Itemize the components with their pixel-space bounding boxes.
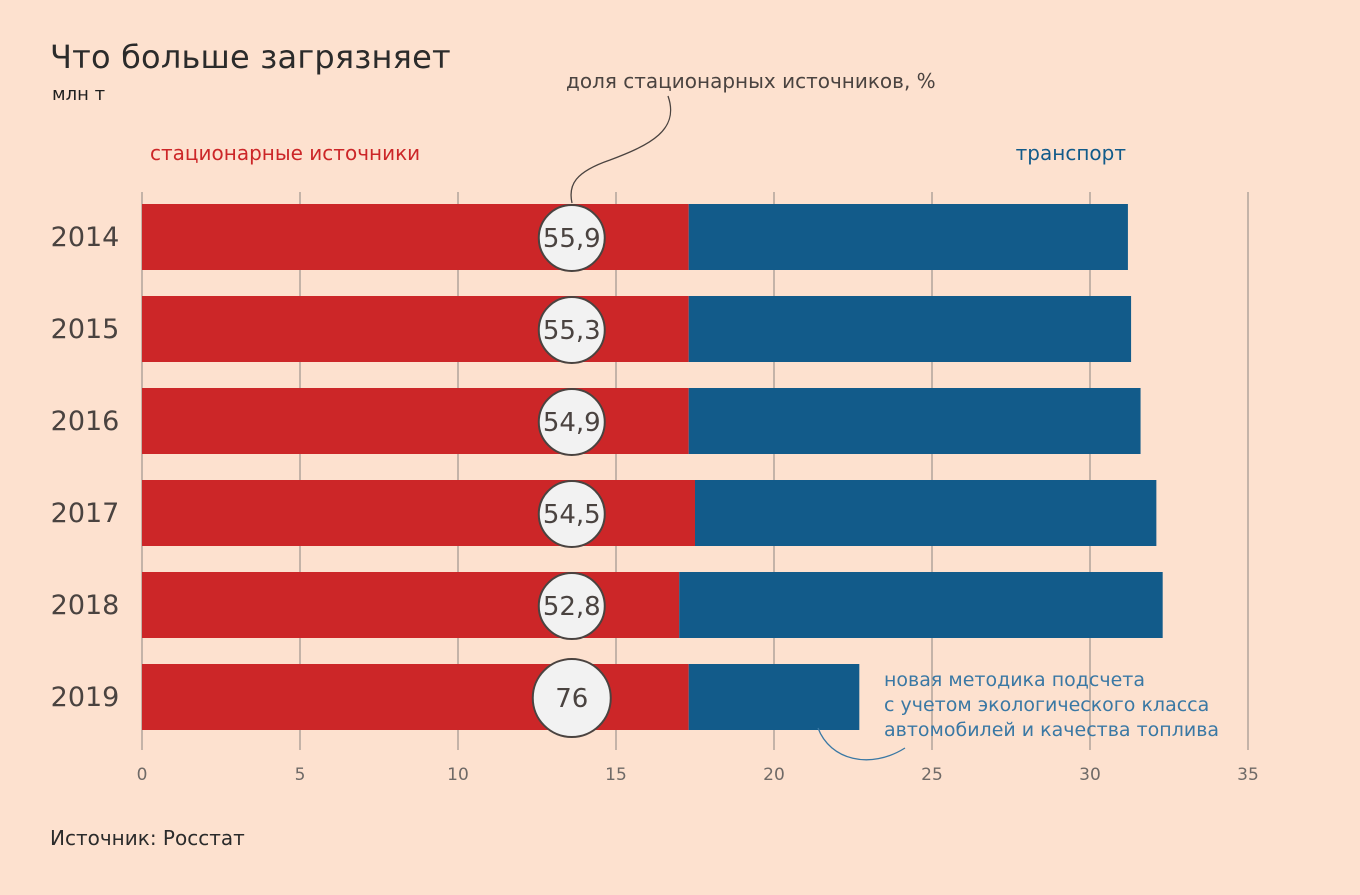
x-tick-label: 0 [137,765,148,785]
year-label: 2015 [51,314,120,345]
note-leader-line [817,727,906,761]
share-label: 54,5 [543,500,601,530]
bar-stationary-2014 [142,204,689,270]
share-circle [537,296,606,364]
share-label: 52,8 [543,592,601,622]
year-label: 2017 [51,498,120,529]
share-label: 55,9 [543,224,601,254]
legend-share: доля стационарных источников, % [566,69,936,93]
year-label: 2016 [51,406,120,437]
x-tick-label: 5 [295,765,306,785]
bar-stationary-2017 [142,480,695,546]
share-circle [537,572,606,640]
share-circle [537,388,606,456]
bar-transport-2015 [688,296,1132,362]
bar-transport-2018 [679,572,1163,638]
x-axis-ticks: 0 5 10 15 20 25 30 35 [137,765,1259,785]
note-line-2: с учетом экологического класса [884,694,1209,716]
share-circles: 55,9 55,3 54,9 54,5 52,8 76 [531,204,612,738]
year-labels: 2014 2015 2016 2017 2018 2019 [51,222,120,713]
bar-transport-2016 [688,388,1141,454]
chart-title: Что больше загрязняет [50,38,451,76]
grid-lines [141,192,1249,750]
bar-stationary-2015 [142,296,689,362]
year-label: 2018 [51,590,120,621]
x-tick-label: 15 [605,765,627,785]
share-label: 76 [555,684,588,714]
bar-stationary-2016 [142,388,689,454]
year-label: 2019 [51,682,120,713]
share-label: 55,3 [543,316,601,346]
chart-unit: млн т [52,84,106,105]
note-line-1: новая методика подсчета [884,669,1145,691]
x-tick-label: 25 [921,765,943,785]
share-label: 54,9 [543,408,601,438]
share-circle [531,658,612,738]
share-circle [537,480,606,548]
share-circle [537,204,606,272]
x-tick-label: 35 [1237,765,1259,785]
bar-transport-2017 [695,480,1157,546]
bars [142,204,1163,730]
source-note: Источник: Росстат [50,826,245,850]
x-tick-label: 10 [447,765,469,785]
year-label: 2014 [51,222,120,253]
share-leader-line [570,95,672,204]
bar-transport-2014 [688,204,1128,270]
x-tick-label: 30 [1079,765,1101,785]
note-line-3: автомобилей и качества топлива [884,719,1219,741]
x-tick-label: 20 [763,765,785,785]
bar-transport-2019 [688,664,860,730]
legend-transport: транспорт [1016,141,1127,165]
legend-stationary: стационарные источники [150,141,420,165]
